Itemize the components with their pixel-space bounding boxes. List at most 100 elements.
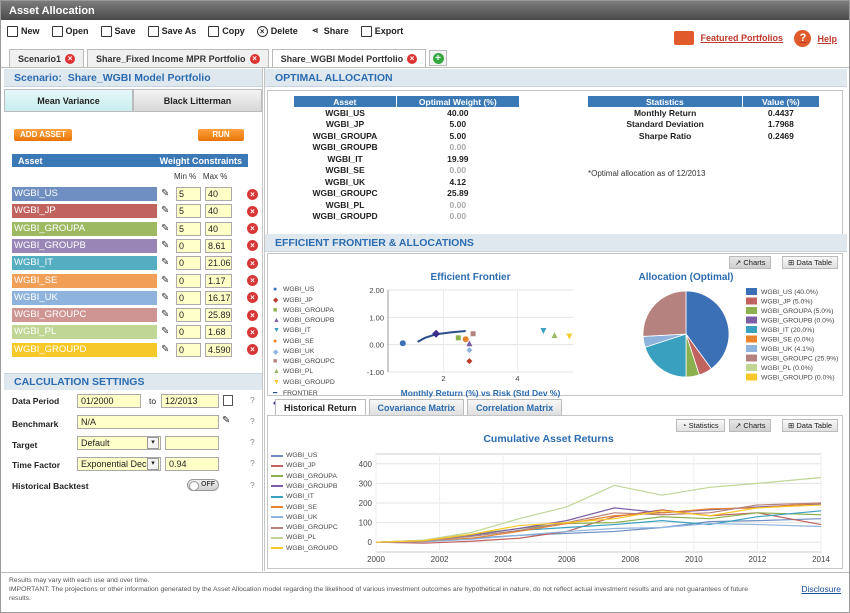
tab-mean-variance[interactable]: Mean Variance [4,89,133,112]
legend-item[interactable]: WGBI_GROUPD [271,545,338,552]
help-mark[interactable]: ? [250,437,255,447]
pencil-icon[interactable]: ✎ [161,257,170,269]
data-table-button[interactable]: ⊞ Data Table [782,419,839,432]
legend-item[interactable]: ▲ WGBI_GROUPB [273,317,334,324]
tab-covariance-matrix[interactable]: Covariance Matrix [368,399,465,416]
add-asset-button[interactable]: ADD ASSET [14,129,72,141]
min-weight-input[interactable]: 0 [176,308,201,323]
remove-asset-icon[interactable]: × [247,344,258,356]
min-weight-input[interactable]: 5 [176,204,201,219]
pencil-icon[interactable]: ✎ [161,291,170,303]
legend-item[interactable]: WGBI_JP [271,462,316,469]
help-mark[interactable]: ? [250,458,255,468]
calendar-icon[interactable] [223,395,233,406]
min-weight-input[interactable]: 0 [176,325,201,340]
legend-item[interactable]: ▼ WGBI_IT [273,327,311,334]
remove-asset-icon[interactable]: × [247,292,258,304]
pencil-icon[interactable]: ✎ [161,222,170,234]
remove-asset-icon[interactable]: × [247,188,258,200]
open-button[interactable]: Open [51,25,89,37]
new-button[interactable]: New [7,25,40,37]
add-tab-button[interactable]: + [429,50,448,66]
tab-black-litterman[interactable]: Black Litterman [133,89,262,112]
legend-item[interactable]: ● WGBI_US [273,286,314,293]
tab-historical-return[interactable]: Historical Return [275,399,366,416]
statistics-button[interactable]: ◔ Statistics [676,419,725,432]
min-weight-input[interactable]: 5 [176,187,201,201]
min-weight-input[interactable]: 0 [176,290,201,305]
help-mark[interactable]: ? [250,395,255,405]
max-weight-input[interactable]: 16.17 [205,290,232,305]
panel-splitter[interactable] [262,67,265,571]
max-weight-input[interactable]: 4.590 [205,342,232,357]
remove-asset-icon[interactable]: × [247,240,258,252]
data-table-button[interactable]: ⊞ Data Table [782,256,839,269]
tab-fixed-income[interactable]: Share_Fixed Income MPR Portfolio × [87,49,269,67]
min-weight-input[interactable]: 0 [176,256,201,271]
min-weight-input[interactable]: 0 [176,238,201,253]
max-weight-input[interactable]: 8.61 [205,238,232,253]
save-as-button[interactable]: Save As [147,25,196,37]
featured-portfolios-link[interactable]: Featured Portfolios [674,31,783,45]
close-icon[interactable]: × [249,53,260,64]
date-to-input[interactable]: 12/2013 [161,394,219,408]
legend-item[interactable]: WGBI_IT [271,493,314,500]
remove-asset-icon[interactable]: × [247,309,258,321]
date-from-input[interactable]: 01/2000 [77,394,141,408]
close-icon[interactable]: × [407,54,418,64]
remove-asset-icon[interactable]: × [247,223,258,235]
max-weight-input[interactable]: 40 [205,221,232,236]
pencil-icon[interactable]: ✎ [222,415,231,426]
pencil-icon[interactable]: ✎ [161,205,170,217]
legend-item[interactable]: WGBI_GROUPC [271,524,338,531]
pencil-icon[interactable]: ✎ [161,309,170,321]
legend-item[interactable]: ■ WGBI_GROUPC [273,358,335,365]
legend-item[interactable]: WGBI_SE [271,504,317,511]
charts-button[interactable]: ↗ Charts [729,419,772,432]
chevron-down-icon[interactable]: ▾ [147,458,159,470]
close-icon[interactable]: × [65,53,76,64]
share-button[interactable]: ⋖ Share [310,26,349,37]
legend-item[interactable]: WGBI_UK [271,514,317,521]
pencil-icon[interactable]: ✎ [161,343,170,355]
disclosure-link[interactable]: Disclosure [801,584,841,594]
pencil-icon[interactable]: ✎ [161,239,170,251]
remove-asset-icon[interactable]: × [247,275,258,286]
max-weight-input[interactable]: 40 [205,204,232,219]
max-weight-input[interactable]: 25.89 [205,308,232,323]
legend-item[interactable]: WGBI_GROUPA [271,473,337,480]
delete-button[interactable]: × Delete [256,25,298,37]
legend-item[interactable]: ■ WGBI_GROUPA [273,307,334,314]
target-value-input[interactable] [165,436,219,450]
legend-item[interactable]: WGBI_US [271,452,317,459]
legend-item[interactable]: WGBI_GROUPB [271,483,337,490]
charts-button[interactable]: ↗ Charts [729,256,772,269]
tab-correlation-matrix[interactable]: Correlation Matrix [467,399,563,416]
legend-item[interactable]: ● WGBI_SE [273,338,314,345]
min-weight-input[interactable]: 0 [176,342,201,357]
legend-item[interactable]: ▼ WGBI_GROUPD [273,379,335,386]
legend-item[interactable]: ━ FRONTIER [273,389,318,398]
legend-item[interactable]: ▲ WGBI_PL [273,368,313,375]
max-weight-input[interactable]: 21.06 [205,256,232,271]
remove-asset-icon[interactable]: × [247,257,258,269]
min-weight-input[interactable]: 0 [176,273,201,288]
backtest-toggle[interactable]: OFF [187,479,219,491]
target-select[interactable]: Default [77,436,161,450]
time-factor-value[interactable]: 0.94 [165,457,219,471]
time-factor-select[interactable]: Exponential Deca [77,457,161,471]
pencil-icon[interactable]: ✎ [161,188,170,199]
run-button[interactable]: RUN [198,129,244,141]
pencil-icon[interactable]: ✎ [161,326,170,338]
pencil-icon[interactable]: ✎ [161,274,170,286]
chevron-down-icon[interactable]: ▾ [147,437,159,449]
help-link[interactable]: ? Help [794,30,837,47]
help-mark[interactable]: ? [250,416,255,426]
help-mark[interactable]: ? [250,480,255,490]
tab-wgbi[interactable]: Share_WGBI Model Portfolio × [271,49,427,68]
max-weight-input[interactable]: 1.68 [205,325,232,340]
min-weight-input[interactable]: 5 [176,221,201,236]
tab-scenario1[interactable]: Scenario1 × [9,49,85,67]
remove-asset-icon[interactable]: × [247,326,258,338]
save-button[interactable]: Save [100,25,136,37]
